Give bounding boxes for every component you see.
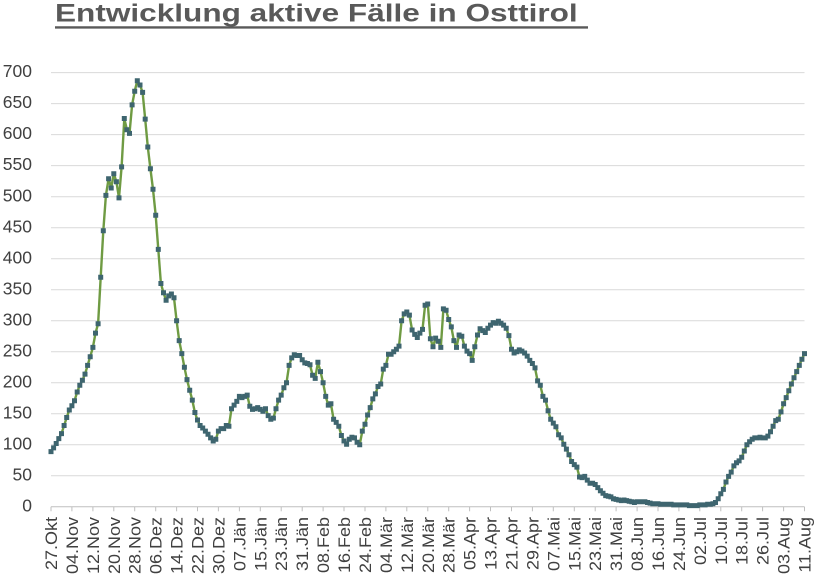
svg-text:07.Mai: 07.Mai	[544, 517, 563, 571]
svg-text:400: 400	[3, 247, 32, 267]
svg-text:21.Apr: 21.Apr	[502, 517, 521, 570]
svg-text:250: 250	[3, 340, 32, 360]
svg-text:02.Jul: 02.Jul	[691, 517, 710, 565]
svg-text:12.Mär: 12.Mär	[398, 517, 417, 573]
svg-text:24.Feb: 24.Feb	[356, 517, 375, 573]
svg-text:300: 300	[3, 309, 32, 329]
svg-text:07.Jän: 07.Jän	[230, 517, 249, 571]
svg-text:11.Aug: 11.Aug	[795, 517, 814, 573]
svg-text:23.Jän: 23.Jän	[272, 517, 291, 571]
svg-text:13.Apr: 13.Apr	[481, 517, 500, 570]
svg-text:12.Nov: 12.Nov	[84, 517, 103, 574]
svg-text:03.Aug: 03.Aug	[774, 517, 793, 574]
svg-text:26.Jul: 26.Jul	[753, 517, 772, 565]
svg-text:20.Nov: 20.Nov	[105, 517, 124, 574]
svg-text:14.Dez: 14.Dez	[167, 517, 186, 574]
svg-text:30.Dez: 30.Dez	[209, 517, 228, 574]
svg-text:500: 500	[3, 185, 32, 205]
svg-text:15.Mai: 15.Mai	[565, 517, 584, 571]
svg-text:24.Jun: 24.Jun	[670, 517, 689, 571]
svg-text:20.Mär: 20.Mär	[419, 517, 438, 573]
svg-text:23.Mai: 23.Mai	[586, 517, 605, 571]
svg-text:05.Apr: 05.Apr	[460, 517, 479, 570]
svg-text:04.Nov: 04.Nov	[63, 517, 82, 574]
svg-text:28.Mär: 28.Mär	[439, 517, 458, 573]
svg-text:100: 100	[3, 433, 32, 453]
svg-text:700: 700	[3, 61, 32, 81]
svg-text:50: 50	[13, 464, 33, 484]
svg-text:650: 650	[3, 92, 32, 112]
svg-text:28.Nov: 28.Nov	[125, 517, 144, 574]
svg-text:0: 0	[22, 495, 32, 515]
svg-text:200: 200	[3, 371, 32, 391]
svg-text:15.Jän: 15.Jän	[251, 517, 270, 571]
svg-text:27.Okt: 27.Okt	[42, 517, 61, 570]
svg-text:08.Jun: 08.Jun	[628, 517, 647, 571]
svg-text:10.Jul: 10.Jul	[712, 517, 731, 565]
svg-text:08.Feb: 08.Feb	[314, 517, 333, 573]
svg-text:06.Dez: 06.Dez	[146, 517, 165, 574]
svg-text:150: 150	[3, 402, 32, 422]
svg-text:22.Dez: 22.Dez	[188, 517, 207, 574]
svg-text:29.Apr: 29.Apr	[523, 517, 542, 570]
svg-text:550: 550	[3, 154, 32, 174]
svg-text:450: 450	[3, 216, 32, 236]
svg-text:31.Jän: 31.Jän	[293, 517, 312, 571]
svg-text:350: 350	[3, 278, 32, 298]
svg-text:18.Jul: 18.Jul	[732, 517, 751, 565]
svg-text:04.Mär: 04.Mär	[377, 517, 396, 573]
svg-text:16.Jun: 16.Jun	[649, 517, 668, 571]
svg-text:Entwicklung aktive Fälle in Os: Entwicklung aktive Fälle in Osttirol	[55, 0, 578, 28]
svg-text:31.Mai: 31.Mai	[607, 517, 626, 571]
svg-text:600: 600	[3, 123, 32, 143]
svg-text:16.Feb: 16.Feb	[335, 517, 354, 573]
